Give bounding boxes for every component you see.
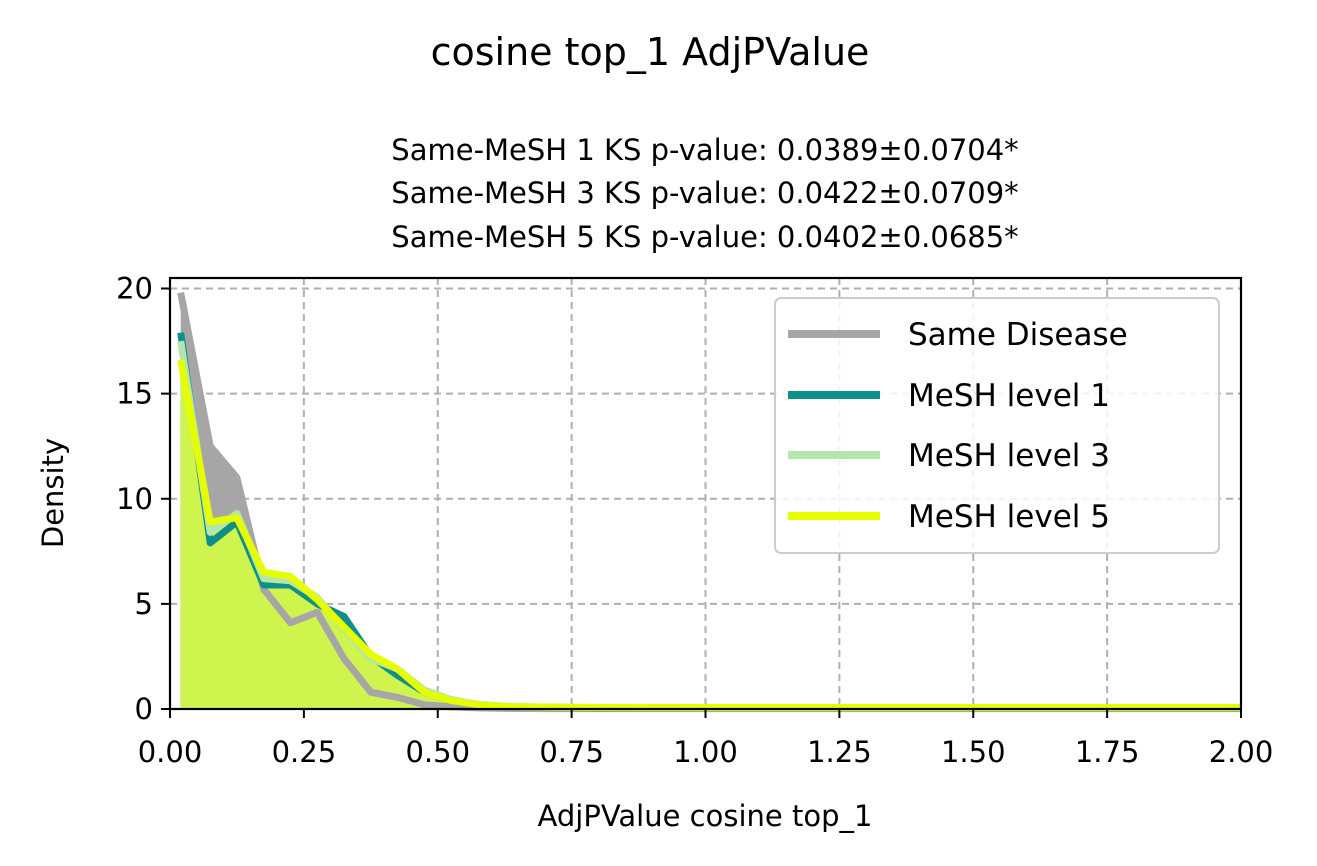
x-tick-label-5: 1.25 bbox=[807, 735, 872, 769]
x-tick-label-6: 1.50 bbox=[941, 735, 1006, 769]
y-tick-label-3: 15 bbox=[116, 377, 153, 411]
density-areas bbox=[180, 292, 1242, 709]
x-tick-label-7: 1.75 bbox=[1075, 735, 1140, 769]
x-tick-label-3: 0.75 bbox=[539, 735, 604, 769]
density-lines bbox=[177, 292, 1241, 713]
y-tick-label-1: 5 bbox=[135, 587, 153, 621]
y-axis-ticks: 0 5 10 15 20 bbox=[116, 272, 170, 726]
y-axis-label: Density bbox=[36, 438, 70, 548]
x-tick-label-8: 2.00 bbox=[1209, 735, 1274, 769]
subtitle-line-3: Same-MeSH 5 KS p-value: 0.0402±0.0685* bbox=[391, 220, 1018, 254]
subtitle-line-1: Same-MeSH 1 KS p-value: 0.0389±0.0704* bbox=[391, 133, 1018, 167]
y-tick-label-2: 10 bbox=[116, 482, 153, 516]
x-tick-label-1: 0.25 bbox=[272, 735, 337, 769]
y-tick-label-4: 20 bbox=[116, 272, 153, 306]
legend-label-same-disease: Same Disease bbox=[908, 317, 1128, 353]
legend: Same Disease MeSH level 1 MeSH level 3 M… bbox=[774, 297, 1220, 554]
x-axis-ticks: 0.00 0.25 0.50 0.75 1.00 1.25 1.50 1.75 2.00 bbox=[138, 709, 1274, 769]
legend-label-mesh-level-1: MeSH level 1 bbox=[908, 378, 1110, 414]
x-tick-label-2: 0.50 bbox=[405, 735, 470, 769]
subtitle-line-2: Same-MeSH 3 KS p-value: 0.0422±0.0709* bbox=[391, 176, 1018, 210]
line-mesh-level-5 bbox=[177, 359, 1241, 711]
x-tick-label-4: 1.00 bbox=[673, 735, 738, 769]
legend-label-mesh-level-5: MeSH level 5 bbox=[908, 499, 1110, 535]
legend-label-mesh-level-3: MeSH level 3 bbox=[908, 438, 1110, 474]
legend-box bbox=[774, 297, 1220, 554]
x-tick-label-0: 0.00 bbox=[138, 735, 203, 769]
area-mesh-level-5 bbox=[180, 360, 1242, 709]
x-axis-label: AdjPValue cosine top_1 bbox=[538, 799, 873, 833]
y-tick-label-0: 0 bbox=[135, 692, 153, 726]
chart-suptitle: cosine top_1 AdjPValue bbox=[431, 30, 870, 74]
